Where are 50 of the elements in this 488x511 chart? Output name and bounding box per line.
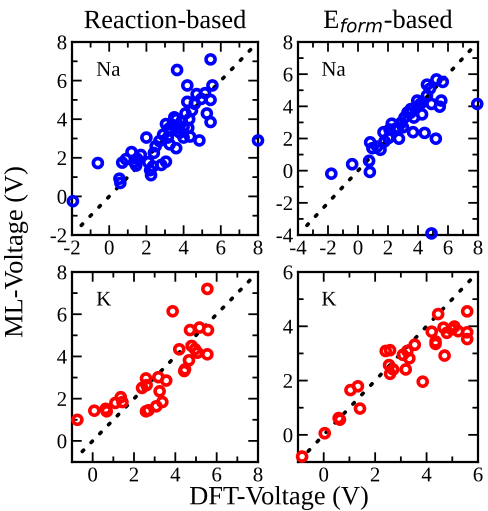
y-tick-label: 8	[58, 35, 66, 50]
y-tick-label: -2	[276, 196, 292, 210]
chart-title: Reaction-based	[84, 10, 246, 28]
x-tick-label: 2	[142, 240, 150, 254]
x-tick-label: 4	[413, 240, 423, 254]
x-tick-label: -2	[320, 240, 336, 254]
x-tick-label: 6	[444, 240, 453, 255]
annotation: Na	[322, 62, 346, 76]
y-axis-title: ML-Voltage (V)	[4, 167, 28, 338]
x-tick-label: 6	[474, 468, 483, 482]
x-tick-label: 8	[254, 240, 262, 255]
y-tick-label: 0	[58, 190, 66, 204]
y-tick-label: 8	[284, 35, 292, 50]
y-tick-label: 0	[284, 428, 292, 442]
x-tick-label: 6	[216, 240, 226, 255]
y-tick-label: 2	[58, 151, 66, 166]
y-tick-label: 0	[284, 164, 292, 178]
x-tick-label: 4	[422, 468, 432, 482]
x-tick-label: 2	[130, 468, 138, 482]
x-tick-label: 0	[104, 240, 114, 255]
x-tick-label: 0	[88, 467, 98, 482]
y-tick-label: 4	[57, 112, 67, 126]
x-tick-label: 4	[170, 468, 180, 482]
y-tick-label: 8	[58, 265, 66, 280]
x-tick-label: 8	[254, 467, 262, 482]
y-tick-label: 4	[283, 320, 293, 334]
y-tick-label: -4	[276, 228, 293, 242]
chart-title: E$_{form}$-based	[324, 10, 452, 33]
x-tick-label: 8	[474, 240, 482, 255]
y-tick-label: 6	[58, 308, 67, 322]
x-tick-label: 4	[178, 240, 188, 254]
x-tick-label: 2	[384, 240, 392, 254]
y-tick-label: 4	[283, 100, 293, 114]
y-tick-label: 6	[284, 265, 293, 280]
y-tick-label: 6	[58, 74, 67, 88]
x-tick-label: 0	[319, 467, 328, 482]
x-axis-title: DFT-Voltage (V)	[190, 486, 368, 510]
x-tick-label: 6	[212, 468, 222, 482]
y-tick-label: 2	[284, 132, 292, 146]
annotation: K	[96, 292, 112, 306]
y-tick-label: 2	[58, 392, 66, 406]
y-tick-label: 6	[284, 68, 293, 82]
x-tick-label: 2	[370, 468, 380, 482]
annotation: Na	[96, 62, 120, 76]
y-tick-label: -2	[50, 228, 66, 242]
y-tick-label: 4	[57, 350, 67, 364]
y-tick-label: 2	[284, 374, 292, 388]
x-tick-label: 0	[354, 240, 362, 255]
annotation: K	[322, 292, 336, 306]
y-tick-label: 0	[58, 434, 66, 448]
